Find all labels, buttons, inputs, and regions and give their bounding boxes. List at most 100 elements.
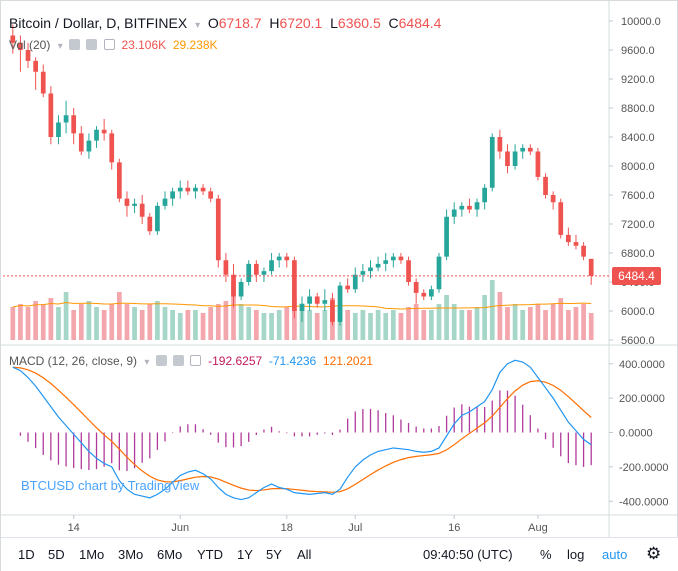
candle-body [512,151,518,166]
candle-body [215,198,221,261]
candle-body [56,122,61,137]
macd-tick-label: 200.0000 [619,393,665,405]
range-all[interactable]: All [297,547,312,562]
candle-body [170,191,175,199]
time-tick-label: 18 [281,522,293,534]
candle-body [558,202,564,235]
volume-bar [467,310,472,340]
candle-body [390,256,396,261]
candle-body [451,209,457,217]
volume-bar [155,301,160,340]
volume-bar [284,307,290,340]
candle-body [63,115,69,123]
macd-label: MACD (12, 26, close, 9) [9,354,138,368]
candle-body [299,303,305,311]
chevron-down-icon[interactable]: ▾ [144,357,150,368]
gear-icon[interactable]: ⚙ [646,544,662,563]
candle-body [177,187,183,192]
volume-bar [550,304,556,340]
volume-bar [558,298,564,340]
volume-bar [94,307,99,340]
candle-body [482,187,488,203]
settings-icon[interactable] [173,355,185,366]
candle-body [276,256,282,261]
watermark-link[interactable]: BTCUSD chart by TradingView [21,478,200,493]
candle-body [238,282,244,297]
range-3mo[interactable]: 3Mo [118,547,144,562]
time-tick-label: Jun [171,522,189,534]
macd-legend: MACD (12, 26, close, 9) ▾ -192.6257 -71.… [9,354,373,368]
volume-value-1: 23.106K [121,38,167,52]
candle-body [489,137,495,188]
range-1d[interactable]: 1D [18,547,35,562]
candle-body [33,60,38,72]
macd-hist-value: -192.6257 [208,354,263,368]
range-ytd[interactable]: YTD [197,547,223,562]
close-icon[interactable] [190,355,202,366]
utc-time[interactable]: 09:40:50 (UTC) [423,547,513,562]
candle-body [71,115,77,134]
eye-icon[interactable] [69,39,81,50]
close-icon[interactable] [103,39,115,50]
volume-bar [527,307,533,340]
volume-bar [314,313,320,340]
candle-body [18,42,23,50]
candle-body [94,129,99,141]
candle-body [10,35,16,43]
range-6mo[interactable]: 6Mo [157,547,183,562]
auto-toggle[interactable]: auto [602,547,628,562]
candle-body [155,205,160,232]
price-tick-label: 7600.0 [621,190,655,202]
time-tick-label: 14 [68,522,80,534]
percent-toggle[interactable]: % [540,547,552,562]
ohlc-values: O6718.7 H6720.1 L6360.5 C6484.4 [207,15,442,31]
volume-bar [71,310,77,340]
volume-bar [543,310,548,340]
volume-bar [413,304,419,340]
chevron-down-icon[interactable]: ▾ [57,41,63,52]
volume-bar [253,310,259,340]
candle-body [581,245,586,257]
candle-body [520,147,526,152]
candle-body [193,187,198,192]
volume-bar [573,307,579,340]
volume-bar [10,307,16,340]
candle-body [40,71,46,94]
volume-bar [78,304,84,340]
volume-bar [299,304,305,340]
candle-body [139,203,145,217]
volume-bar [505,307,510,340]
price-tick-label: 8800.0 [621,103,655,115]
candle-body [223,260,229,275]
volume-legend: Vol (20) ▾ 23.106K 29.238K [9,38,218,52]
volume-bar [215,304,221,340]
macd-signal-value: 121.2021 [322,354,373,368]
candle-body [383,260,389,264]
volume-bar [360,310,366,340]
range-1mo[interactable]: 1Mo [79,547,105,562]
volume-bar [86,301,92,340]
range-5y[interactable]: 5Y [266,547,282,562]
volume-bar [406,307,411,340]
log-toggle[interactable]: log [567,547,585,562]
candle-body [101,129,107,134]
volume-bar [101,310,107,340]
eye-icon[interactable] [155,355,167,366]
volume-bar [421,310,427,340]
price-tick-label: 9600.0 [621,45,655,57]
settings-icon[interactable] [86,39,98,50]
candle-body [124,198,130,206]
candle-body [253,263,259,275]
volume-bar [147,304,153,340]
volume-bar [177,313,183,340]
volume-bar [25,307,31,340]
range-1y[interactable]: 1Y [237,547,253,562]
chart-canvas[interactable]: 10000.0 9600.0 9200.0 8800.0 8400.0 8000.0 760… [1,1,678,537]
volume-bar [398,313,404,340]
range-5d[interactable]: 5D [48,547,65,562]
volume-bar [474,307,480,340]
volume-bar [535,304,541,340]
chevron-down-icon[interactable]: ▾ [195,20,201,31]
volume-bar [459,310,465,340]
volume-bar [368,313,373,340]
